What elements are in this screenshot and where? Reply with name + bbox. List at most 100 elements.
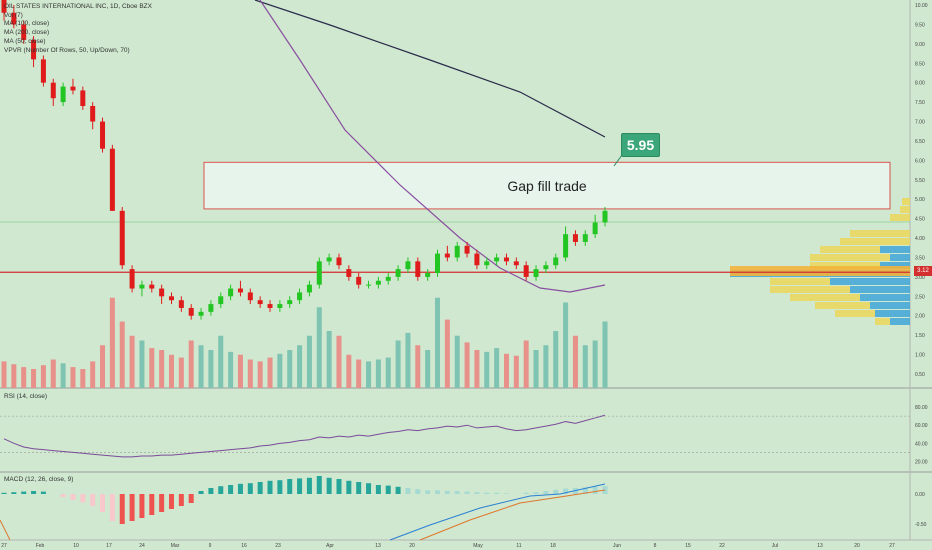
volume-bar	[316, 307, 322, 388]
vpvr-bar-down	[770, 286, 850, 293]
candle-body	[326, 257, 332, 262]
volume-bar	[218, 335, 224, 388]
macd-histogram-bar	[444, 491, 450, 494]
price-tick-label: 4.00	[915, 236, 925, 242]
macd-histogram-bar	[247, 483, 253, 494]
macd-histogram-bar	[326, 477, 332, 494]
vpvr-bar-down	[810, 254, 890, 261]
candle-body	[602, 210, 608, 223]
time-tick-label: 23	[275, 543, 281, 549]
candle-body	[375, 280, 381, 285]
rsi-tick-label: 80.00	[915, 405, 928, 411]
vpvr-bar-up	[850, 286, 910, 293]
macd-histogram-bar	[346, 480, 352, 494]
volume-bar	[602, 321, 608, 388]
price-tick-label: 7.50	[915, 100, 925, 106]
macd-histogram-bar	[218, 486, 224, 494]
candle-body	[277, 304, 283, 308]
candle-body	[1, 0, 7, 13]
vpvr-bar-down	[835, 310, 875, 317]
macd-histogram-bar	[277, 480, 283, 494]
time-tick-label: 27	[889, 543, 895, 549]
gap-fill-zone	[203, 161, 891, 210]
vpvr-poc-bar	[730, 266, 910, 276]
time-tick-label: 13	[817, 543, 823, 549]
volume-bar	[119, 321, 125, 388]
macd-histogram-bar	[80, 494, 86, 503]
volume-bar	[582, 345, 588, 388]
vpvr-bar-up	[880, 246, 910, 253]
rsi-label[interactable]: RSI (14, close)	[4, 393, 47, 400]
macd-histogram-bar	[188, 494, 194, 503]
volume-bar	[247, 359, 253, 388]
macd-histogram-bar	[287, 479, 293, 494]
candle-body	[100, 121, 106, 149]
volume-bar	[139, 340, 145, 388]
volume-bar	[31, 369, 37, 388]
volume-bar	[178, 357, 184, 388]
macd-histogram-bar	[592, 486, 598, 494]
vpvr-bar-up	[875, 310, 910, 317]
candle-body	[346, 269, 352, 277]
macd-histogram-bar	[356, 482, 362, 494]
candle-body	[159, 288, 165, 297]
volume-bar	[287, 350, 293, 388]
macd-histogram-bar	[129, 494, 135, 521]
macd-histogram-bar	[366, 483, 372, 494]
macd-tick-label: 0.00	[915, 492, 925, 498]
volume-bar	[572, 335, 578, 388]
legend-line[interactable]: MA (200, close)	[4, 29, 50, 37]
candle-body	[503, 257, 509, 262]
volume-bar	[533, 350, 539, 388]
vpvr-bar-down	[902, 198, 910, 205]
time-tick-label: Feb	[36, 543, 45, 549]
candle-body	[356, 276, 362, 285]
legend-line[interactable]: MA (100, close)	[4, 20, 50, 28]
macd-histogram-bar	[523, 492, 529, 494]
candle-body	[474, 253, 480, 266]
macd-histogram-bar	[563, 488, 569, 494]
macd-histogram-bar	[316, 476, 322, 494]
candle-body	[494, 257, 500, 262]
legend-line[interactable]: VPVR (Number Of Rows, 50, Up/Down, 70)	[4, 46, 130, 54]
legend-line[interactable]: MA (50, close)	[4, 37, 46, 45]
candle-body	[188, 307, 194, 316]
macd-histogram-bar	[405, 488, 411, 494]
macd-histogram-bar	[543, 491, 549, 494]
price-tick-label: 6.00	[915, 158, 925, 164]
legend-line[interactable]: Vol (7)	[4, 11, 23, 19]
macd-label[interactable]: MACD (12, 26, close, 9)	[4, 476, 74, 483]
macd-histogram-bar	[553, 489, 559, 494]
volume-bar	[109, 297, 115, 388]
volume-bar	[592, 340, 598, 388]
candle-body	[336, 257, 342, 266]
volume-bar	[513, 355, 519, 388]
volume-bar	[188, 340, 194, 388]
volume-bar	[306, 335, 312, 388]
time-tick-label: Jun	[613, 543, 621, 549]
macd-histogram-bar	[208, 488, 214, 494]
candle-body	[563, 234, 569, 258]
symbol-title[interactable]: OIL STATES INTERNATIONAL INC, 1D, Cboe B…	[4, 3, 152, 10]
candle-body	[425, 273, 431, 277]
candle-body	[149, 284, 155, 289]
time-tick-label: Jul	[772, 543, 778, 549]
price-tick-label: 3.50	[915, 255, 925, 261]
candle-body	[454, 245, 460, 258]
candle-body	[592, 222, 598, 235]
macd-histogram-bar	[237, 483, 243, 494]
rsi-tick-label: 20.00	[915, 459, 928, 465]
candle-body	[129, 269, 135, 289]
time-tick-label: 17	[106, 543, 112, 549]
candle-body	[168, 296, 174, 301]
macd-histogram-bar	[139, 494, 145, 518]
macd-histogram-bar	[415, 489, 421, 494]
rsi-tick-label: 40.00	[915, 441, 928, 447]
price-tick-label: 2.00	[915, 314, 925, 320]
vpvr-bar-up	[870, 302, 910, 309]
macd-histogram-bar	[385, 485, 391, 494]
volume-bar	[385, 357, 391, 388]
price-tick-label: 1.50	[915, 333, 925, 339]
volume-bar	[523, 340, 529, 388]
